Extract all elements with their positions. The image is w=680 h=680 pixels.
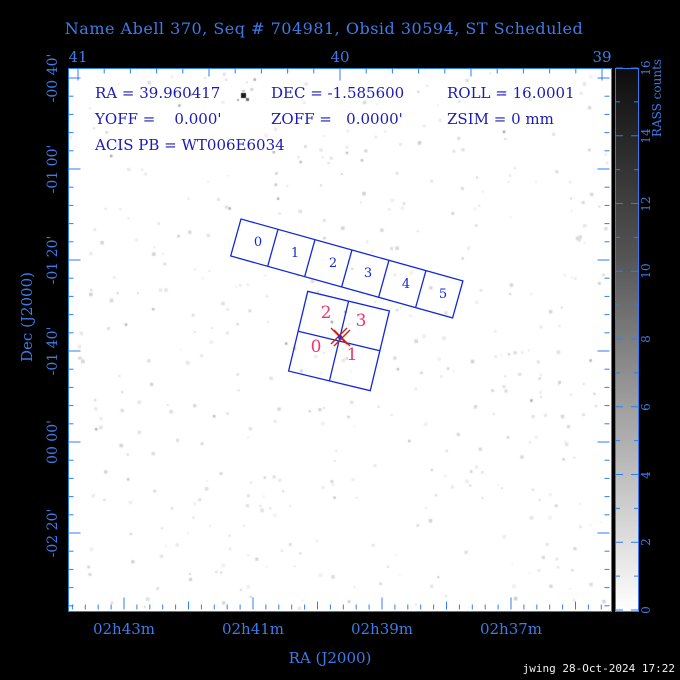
left-axis-tick-label: -02 20' xyxy=(45,508,61,558)
top-axis-tick-label: 39 xyxy=(592,48,612,66)
user-timestamp: jwing 28-Oct-2024 17:22 xyxy=(522,662,675,675)
left-axis-tick-label: -01 40' xyxy=(45,326,61,376)
bottom-axis-tick-label: 02h43m xyxy=(92,620,156,638)
colorbar-tick-label: 12 xyxy=(639,196,653,212)
info-yoff: YOFF = 0.000' xyxy=(95,110,222,128)
info-acis-pb: ACIS PB = WT006E6034 xyxy=(95,136,285,154)
info-ra: RA = 39.960417 xyxy=(95,84,221,102)
left-axis-tick-label: 00 00' xyxy=(45,420,61,464)
bottom-axis-tick-label: 02h37m xyxy=(479,620,543,638)
plot-title: Name Abell 370, Seq # 704981, Obsid 3059… xyxy=(64,19,584,38)
info-dec: DEC = -1.585600 xyxy=(271,84,405,102)
bottom-axis-tick-label: 02h39m xyxy=(350,620,414,638)
colorbar-title: RASS counts xyxy=(650,58,664,138)
info-roll: ROLL = 16.0001 xyxy=(447,84,575,102)
colorbar xyxy=(615,68,639,612)
sky-plot-area xyxy=(68,68,612,612)
colorbar-tick-label: 2 xyxy=(639,538,653,546)
colorbar-tick-label: 8 xyxy=(639,335,653,343)
colorbar-tick-label: 6 xyxy=(639,403,653,411)
left-axis-tick-label: -01 20' xyxy=(45,235,61,285)
colorbar-tick-label: 4 xyxy=(639,471,653,479)
left-axis-tick-label: -00 40' xyxy=(45,53,61,103)
x-axis-title: RA (J2000) xyxy=(288,649,372,667)
y-axis-title: Dec (J2000) xyxy=(18,272,36,362)
colorbar-tick-label: 0 xyxy=(639,606,653,614)
info-zsim: ZSIM = 0 mm xyxy=(447,110,554,128)
top-axis-tick-label: 40 xyxy=(330,48,350,66)
colorbar-tick-label: 10 xyxy=(639,263,653,279)
left-axis-tick-label: -01 00' xyxy=(45,144,61,194)
bottom-axis-tick-label: 02h41m xyxy=(221,620,285,638)
info-zoff: ZOFF = 0.0000' xyxy=(271,110,403,128)
top-axis-tick-label: 41 xyxy=(68,48,88,66)
